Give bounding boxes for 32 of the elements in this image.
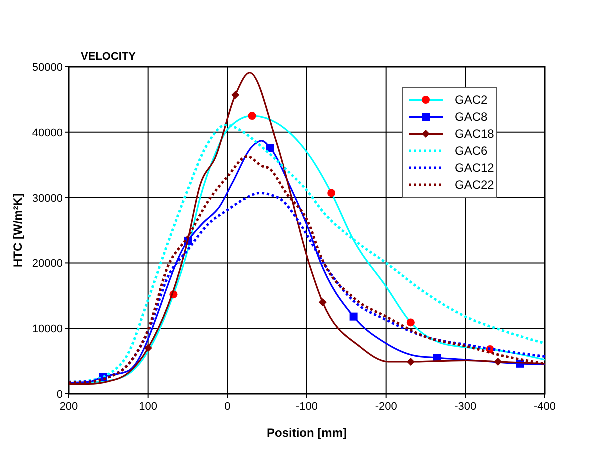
legend-label: GAC6: [455, 144, 488, 158]
legend-label: GAC22: [455, 178, 495, 192]
y-tick-label: 40000: [32, 127, 63, 140]
point: [406, 318, 415, 327]
point: [144, 344, 152, 352]
y-axis-title: HTC [W/m²K]: [11, 194, 25, 268]
x-tick-label: 100: [139, 401, 158, 413]
point: [266, 144, 275, 152]
legend-label: GAC8: [455, 110, 488, 124]
point: [232, 91, 240, 100]
x-tick-label: -400: [534, 401, 556, 413]
point: [350, 312, 358, 321]
x-tick-label: -300: [454, 401, 477, 413]
x-tick-label: 0: [224, 401, 231, 413]
y-tick-label: 10000: [32, 324, 63, 336]
x-tick-label: -100: [296, 401, 318, 413]
point: [406, 358, 415, 366]
point: [248, 112, 256, 120]
legend-label: GAC2: [455, 93, 488, 107]
chart-title: VELOCITY: [81, 51, 137, 63]
y-tick-label: 30000: [32, 192, 63, 205]
point: [318, 298, 327, 306]
y-tick-label: 20000: [32, 258, 63, 270]
point: [328, 189, 336, 198]
x-axis-title: Position [mm]: [267, 426, 347, 440]
legend-label: GAC18: [455, 127, 495, 141]
x-tick-label: -200: [375, 401, 398, 413]
y-tick-label: 0: [56, 389, 63, 401]
point: [494, 358, 502, 366]
x-tick-label: 200: [60, 401, 78, 413]
y-tick-label: 50000: [32, 62, 63, 74]
legend-label: GAC12: [455, 161, 495, 175]
